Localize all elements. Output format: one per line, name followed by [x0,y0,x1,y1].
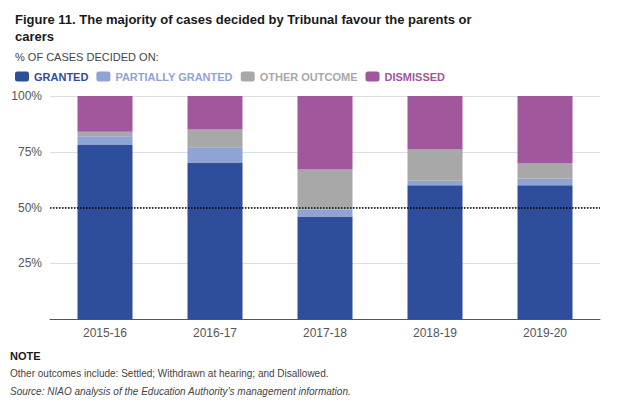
svg-text:2017-18: 2017-18 [303,326,347,340]
svg-text:carers: carers [15,29,54,44]
svg-text:Figure 11. The majority of cas: Figure 11. The majority of cases decided… [15,12,472,27]
svg-text:GRANTED: GRANTED [34,71,88,83]
svg-text:100%: 100% [11,89,42,103]
svg-text:OTHER OUTCOME: OTHER OUTCOME [260,71,358,83]
svg-text:DISMISSED: DISMISSED [385,71,446,83]
svg-text:Other outcomes include: Settle: Other outcomes include: Settled; Withdra… [10,368,329,379]
svg-text:75%: 75% [18,145,42,159]
svg-text:Source: NIAO analysis of the E: Source: NIAO analysis of the Education A… [10,386,351,397]
svg-text:25%: 25% [18,256,42,270]
svg-text:2018-19: 2018-19 [413,326,457,340]
svg-text:PARTIALLY GRANTED: PARTIALLY GRANTED [115,71,232,83]
svg-text:2019-20: 2019-20 [523,326,567,340]
svg-text:2015-16: 2015-16 [83,326,127,340]
svg-text:2016-17: 2016-17 [193,326,237,340]
svg-text:50%: 50% [18,201,42,215]
svg-text:NOTE: NOTE [10,350,41,362]
svg-text:% OF CASES DECIDED ON:: % OF CASES DECIDED ON: [15,51,159,63]
